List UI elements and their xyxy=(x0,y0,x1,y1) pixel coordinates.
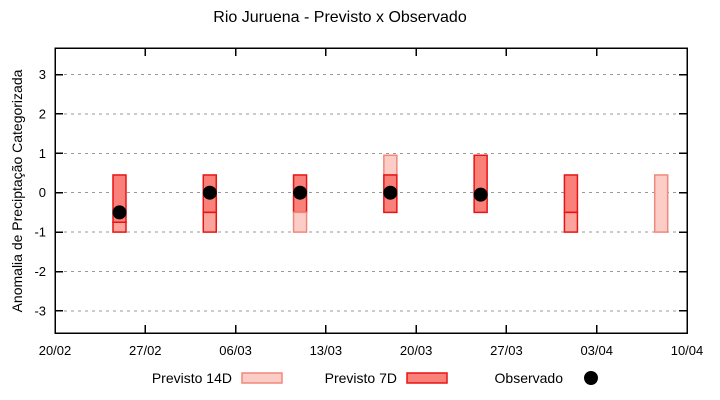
x-tick-label: 06/03 xyxy=(219,343,252,358)
legend-label: Previsto 14D xyxy=(152,370,232,386)
forecast-box-7d xyxy=(473,154,488,214)
observed-dot xyxy=(293,185,308,200)
legend-observed-dot xyxy=(584,371,598,385)
chart-title: Rio Juruena - Previsto x Observado xyxy=(213,9,467,26)
observed-dot xyxy=(473,187,488,202)
y-axis-label: Anomalia de Preciptação Categorizada xyxy=(9,69,25,313)
y-tick-label: 3 xyxy=(39,67,46,82)
legend-label: Previsto 7D xyxy=(325,370,397,386)
x-tick-label: 27/03 xyxy=(490,343,523,358)
forecast-box-7d-light xyxy=(112,221,127,233)
y-tick-label: -2 xyxy=(34,264,46,279)
x-tick-label: 20/03 xyxy=(400,343,433,358)
y-tick-label: 0 xyxy=(39,185,46,200)
forecast-box-14d xyxy=(653,174,669,233)
observed-dot xyxy=(383,185,398,200)
forecast-box-14d xyxy=(292,211,308,233)
forecast-box-7d-light xyxy=(202,211,218,233)
x-tick-label: 20/02 xyxy=(39,343,72,358)
y-tick-label: -3 xyxy=(34,303,46,318)
forecast-box-7d-light xyxy=(563,211,579,233)
observed-dot xyxy=(112,205,127,220)
x-tick-label: 27/02 xyxy=(129,343,162,358)
observed-dot xyxy=(202,185,217,200)
forecast-box-14d xyxy=(383,154,398,176)
y-tick-label: 2 xyxy=(39,106,46,121)
legend-swatch-previsto-7d xyxy=(406,372,448,384)
legend-swatch-previsto-14d xyxy=(241,372,283,384)
y-tick-label: -1 xyxy=(34,225,46,240)
x-tick-label: 10/04 xyxy=(671,343,704,358)
plot-border xyxy=(54,47,688,334)
legend-label: Observado xyxy=(495,370,564,386)
x-tick-label: 03/04 xyxy=(580,343,613,358)
forecast-box-7d xyxy=(563,174,579,214)
y-tick-label: 1 xyxy=(39,146,46,161)
x-tick-label: 13/03 xyxy=(310,343,343,358)
